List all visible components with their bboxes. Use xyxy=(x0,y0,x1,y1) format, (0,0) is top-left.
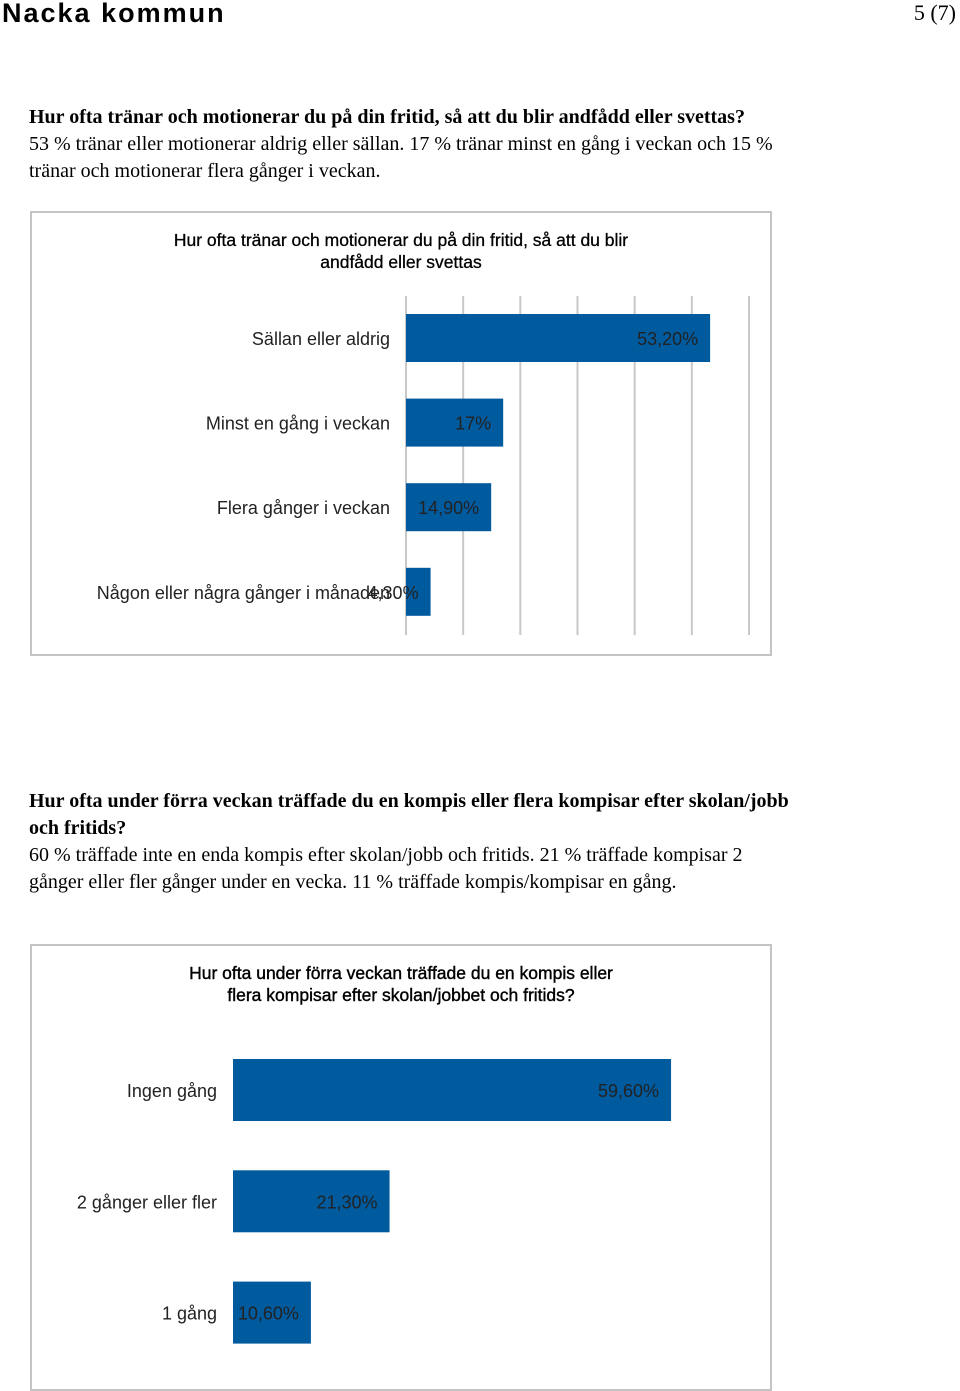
data-label: 53,20% xyxy=(637,329,698,349)
section-summary-line: 53 % tränar eller motionerar aldrig elle… xyxy=(29,133,773,155)
section-summary-line: gånger eller fler gånger under en vecka.… xyxy=(29,871,677,893)
section-summary-line: 60 % träffade inte en enda kompis efter … xyxy=(29,844,743,866)
category-label: 2 gånger eller fler xyxy=(77,1192,217,1212)
category-label: 1 gång xyxy=(162,1304,217,1324)
chart-title-line: Hur ofta tränar och motionerar du på din… xyxy=(173,230,629,250)
bar xyxy=(233,1170,390,1233)
chart-friends: Hur ofta under förra veckan träffade du … xyxy=(30,944,772,1391)
category-label: Flera gånger i veckan xyxy=(217,498,390,518)
bar xyxy=(233,1059,672,1121)
data-label: 21,30% xyxy=(316,1192,377,1212)
data-label: 4,30% xyxy=(368,583,419,603)
section-friends: Hur ofta under förra veckan träffade du … xyxy=(29,788,929,896)
chart-title-line: andfådd eller svettas xyxy=(320,252,482,272)
data-label: 10,60% xyxy=(238,1304,299,1324)
data-label: 59,60% xyxy=(598,1081,659,1101)
bar xyxy=(233,1281,311,1344)
chart-title-line: flera kompisar efter skolan/jobbet och f… xyxy=(227,985,575,1005)
section-summary-line: tränar och motionerar flera gånger i vec… xyxy=(29,160,381,182)
data-label: 14,90% xyxy=(418,498,479,518)
data-label: 17% xyxy=(455,414,491,434)
section-exercise: Hur ofta tränar och motionerar du på din… xyxy=(29,104,929,185)
chart-exercise-plot: Sällan eller aldrig 53,20% Minst en gång i… xyxy=(97,296,750,635)
document-header-title: Nacka kommun xyxy=(2,0,226,28)
category-label: Någon eller några gånger i månaden xyxy=(97,583,390,603)
chart-exercise: Hur ofta tränar och motionerar du på din… xyxy=(30,211,772,656)
page-number: 5 (7) xyxy=(913,0,956,25)
section-question: Hur ofta under förra veckan träffade du … xyxy=(29,790,789,812)
chart-friends-plot: Ingen gång 59,60% 2 gånger eller fler 21,30… xyxy=(77,1059,672,1344)
section-question: Hur ofta tränar och motionerar du på din… xyxy=(29,106,745,128)
section-question: och fritids? xyxy=(29,817,127,839)
chart-title: Hur ofta under förra veckan träffade du … xyxy=(32,962,770,1006)
bar xyxy=(406,314,711,362)
chart-title: Hur ofta tränar och motionerar du på din… xyxy=(32,229,770,273)
bar xyxy=(406,567,431,616)
bar xyxy=(406,398,504,447)
category-label: Ingen gång xyxy=(127,1081,217,1101)
category-label: Minst en gång i veckan xyxy=(206,414,390,434)
category-label: Sällan eller aldrig xyxy=(252,329,390,349)
chart-title-line: Hur ofta under förra veckan träffade du … xyxy=(189,963,613,983)
bar xyxy=(406,483,492,532)
